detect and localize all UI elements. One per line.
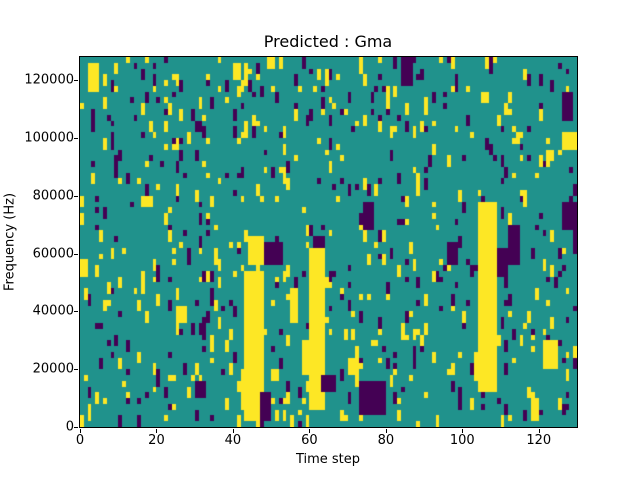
x-tick-mark <box>309 429 311 433</box>
heatmap-canvas <box>80 57 577 427</box>
x-tick-mark <box>385 429 387 433</box>
y-tick-label: 20000 <box>32 361 74 377</box>
x-tick-label: 80 <box>377 433 395 448</box>
x-tick-mark <box>156 429 158 433</box>
y-tick-label: 40000 <box>32 303 74 319</box>
plot-title: Predicted : Gma <box>263 32 393 51</box>
y-tick-mark <box>74 369 78 371</box>
x-tick-label: 0 <box>75 433 85 448</box>
x-axis-label: Time step <box>295 452 361 467</box>
x-tick-label: 20 <box>148 433 165 448</box>
x-tick-mark <box>232 429 234 433</box>
y-tick-mark <box>74 253 78 255</box>
x-tick-label: 100 <box>449 433 475 448</box>
y-tick-mark <box>74 427 78 428</box>
y-tick-label: 120000 <box>24 72 74 88</box>
y-tick-label: 0 <box>65 419 74 435</box>
y-tick-mark <box>74 311 78 313</box>
y-tick-label: 60000 <box>32 246 74 262</box>
x-tick-label: 40 <box>224 433 242 448</box>
x-tick-mark <box>462 429 464 433</box>
y-tick-mark <box>74 137 78 139</box>
x-tick-mark <box>80 429 81 433</box>
x-tick-label: 60 <box>301 433 318 448</box>
y-tick-label: 80000 <box>32 188 74 204</box>
y-tick-label: 100000 <box>24 130 74 146</box>
x-tick-mark <box>538 429 540 433</box>
y-tick-mark <box>74 195 78 197</box>
y-axis-label: Frequency (Hz) <box>2 192 18 292</box>
x-tick-label: 120 <box>526 433 552 448</box>
y-tick-mark <box>74 80 78 82</box>
